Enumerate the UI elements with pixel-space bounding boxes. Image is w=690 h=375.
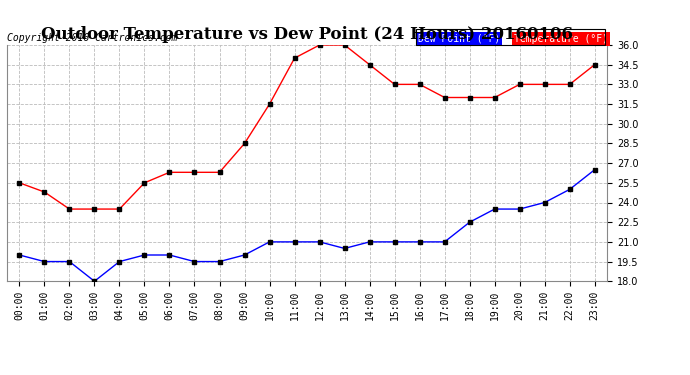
Text: Temperature (°F): Temperature (°F) bbox=[514, 34, 608, 44]
Text: Dew Point (°F): Dew Point (°F) bbox=[418, 34, 500, 44]
Text: Copyright 2016 Cartronics.com: Copyright 2016 Cartronics.com bbox=[7, 33, 177, 43]
Title: Outdoor Temperature vs Dew Point (24 Hours) 20160106: Outdoor Temperature vs Dew Point (24 Hou… bbox=[41, 27, 573, 44]
